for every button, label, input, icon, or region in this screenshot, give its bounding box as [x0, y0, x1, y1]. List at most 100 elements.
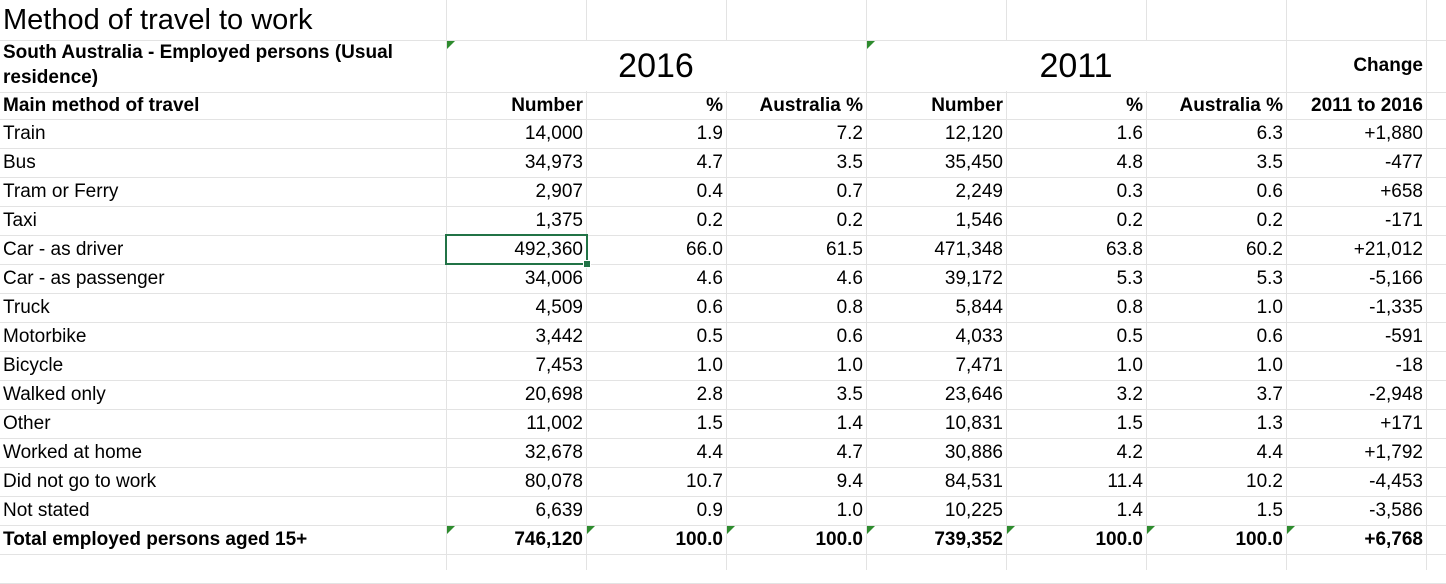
- error-indicator-icon[interactable]: [727, 526, 735, 534]
- table-cell-pct-2011[interactable]: 1.0: [1116, 355, 1143, 376]
- table-cell-aus-pct-2011[interactable]: 3.7: [1256, 384, 1283, 405]
- table-cell-pct-2011[interactable]: 63.8: [1106, 239, 1143, 260]
- table-cell-change[interactable]: -2,948: [1369, 384, 1423, 405]
- table-cell-change[interactable]: -3,586: [1369, 500, 1423, 521]
- table-cell-number-2016[interactable]: 1,375: [535, 210, 583, 231]
- table-cell-aus-pct-2016[interactable]: 61.5: [826, 239, 863, 260]
- table-cell-pct-2011[interactable]: 3.2: [1116, 384, 1143, 405]
- table-cell-pct-2016[interactable]: 1.0: [696, 355, 723, 376]
- table-cell-number-2011[interactable]: 5,844: [955, 297, 1003, 318]
- table-cell-pct-2011[interactable]: 5.3: [1116, 268, 1143, 289]
- table-cell-number-2016[interactable]: 34,006: [524, 268, 583, 289]
- column-header-aus-pct-2016[interactable]: Australia %: [759, 95, 863, 116]
- table-cell-aus-pct-2011[interactable]: 3.5: [1256, 152, 1283, 173]
- table-cell-aus-pct-2016[interactable]: 9.4: [836, 471, 863, 492]
- table-cell-change[interactable]: +21,012: [1353, 239, 1423, 260]
- table-cell-pct-2011[interactable]: 4.2: [1116, 442, 1143, 463]
- table-cell-number-2016[interactable]: 4,509: [535, 297, 583, 318]
- row-label[interactable]: Tram or Ferry: [3, 181, 119, 202]
- table-cell-number-2016[interactable]: 80,078: [524, 471, 583, 492]
- table-cell-change[interactable]: +171: [1380, 413, 1423, 434]
- table-cell-pct-2016[interactable]: 4.6: [696, 268, 723, 289]
- error-indicator-icon[interactable]: [867, 41, 875, 49]
- table-cell-number-2011[interactable]: 84,531: [944, 471, 1003, 492]
- total-cell-aus-pct-2011[interactable]: 100.0: [1235, 529, 1283, 550]
- table-cell-number-2011[interactable]: 10,831: [944, 413, 1003, 434]
- error-indicator-icon[interactable]: [867, 526, 875, 534]
- table-cell-change[interactable]: -1,335: [1369, 297, 1423, 318]
- table-cell-number-2011[interactable]: 12,120: [944, 123, 1003, 144]
- table-cell-number-2016[interactable]: 7,453: [535, 355, 583, 376]
- total-cell-pct-2011[interactable]: 100.0: [1095, 529, 1143, 550]
- year-header-2011[interactable]: 2011: [1039, 47, 1113, 85]
- table-cell-aus-pct-2011[interactable]: 5.3: [1256, 268, 1283, 289]
- column-header-pct-2011[interactable]: %: [1126, 95, 1143, 116]
- error-indicator-icon[interactable]: [1287, 526, 1295, 534]
- row-label[interactable]: Walked only: [3, 384, 106, 405]
- table-cell-number-2011[interactable]: 39,172: [944, 268, 1003, 289]
- table-cell-aus-pct-2011[interactable]: 10.2: [1246, 471, 1283, 492]
- row-label[interactable]: Bicycle: [3, 355, 64, 376]
- table-cell-number-2011[interactable]: 35,450: [944, 152, 1003, 173]
- row-label[interactable]: Did not go to work: [3, 471, 157, 492]
- fill-handle[interactable]: [583, 260, 591, 268]
- table-cell-pct-2011[interactable]: 1.6: [1116, 123, 1143, 144]
- total-cell-number-2016[interactable]: 746,120: [514, 529, 583, 550]
- column-header-pct-2016[interactable]: %: [706, 95, 723, 116]
- row-label[interactable]: Worked at home: [3, 442, 143, 463]
- table-cell-aus-pct-2016[interactable]: 1.0: [836, 500, 863, 521]
- table-cell-aus-pct-2011[interactable]: 0.6: [1256, 181, 1283, 202]
- table-cell-aus-pct-2016[interactable]: 1.4: [836, 413, 863, 434]
- table-cell-pct-2011[interactable]: 0.8: [1116, 297, 1143, 318]
- table-cell-aus-pct-2011[interactable]: 1.5: [1256, 500, 1283, 521]
- row-label[interactable]: Train: [3, 123, 46, 144]
- table-cell-aus-pct-2011[interactable]: 1.0: [1256, 355, 1283, 376]
- table-cell-aus-pct-2016[interactable]: 0.8: [836, 297, 863, 318]
- table-cell-aus-pct-2011[interactable]: 0.2: [1256, 210, 1283, 231]
- table-cell-aus-pct-2011[interactable]: 1.0: [1256, 297, 1283, 318]
- table-cell-pct-2011[interactable]: 0.5: [1116, 326, 1143, 347]
- table-cell-aus-pct-2011[interactable]: 1.3: [1256, 413, 1283, 434]
- table-cell-number-2011[interactable]: 2,249: [955, 181, 1003, 202]
- table-cell-change[interactable]: +1,792: [1364, 442, 1423, 463]
- column-header-change[interactable]: 2011 to 2016: [1311, 95, 1423, 116]
- table-cell-number-2016[interactable]: 6,639: [535, 500, 583, 521]
- table-cell-change[interactable]: -591: [1384, 326, 1423, 347]
- table-cell-number-2011[interactable]: 10,225: [944, 500, 1003, 521]
- table-cell-pct-2016[interactable]: 10.7: [686, 471, 723, 492]
- table-cell-number-2016[interactable]: 34,973: [524, 152, 583, 173]
- table-cell-pct-2016[interactable]: 0.9: [696, 500, 723, 521]
- error-indicator-icon[interactable]: [447, 526, 455, 534]
- table-cell-number-2016[interactable]: 492,360: [514, 239, 583, 260]
- row-label[interactable]: Bus: [3, 152, 36, 173]
- row-label[interactable]: Other: [3, 413, 51, 434]
- row-label[interactable]: Car - as passenger: [3, 268, 165, 289]
- column-header-aus-pct-2011[interactable]: Australia %: [1179, 95, 1283, 116]
- error-indicator-icon[interactable]: [1147, 526, 1155, 534]
- table-cell-change[interactable]: -4,453: [1369, 471, 1423, 492]
- sheet-subtitle[interactable]: South Australia - Employed persons (Usua…: [3, 42, 393, 88]
- table-cell-number-2016[interactable]: 3,442: [535, 326, 583, 347]
- total-cell-number-2011[interactable]: 739,352: [934, 529, 1003, 550]
- row-label[interactable]: Truck: [3, 297, 50, 318]
- table-cell-pct-2011[interactable]: 0.2: [1116, 210, 1143, 231]
- table-cell-number-2011[interactable]: 7,471: [955, 355, 1003, 376]
- table-cell-pct-2016[interactable]: 1.9: [696, 123, 723, 144]
- table-cell-aus-pct-2016[interactable]: 7.2: [836, 123, 863, 144]
- sheet-title[interactable]: Method of travel to work: [3, 4, 313, 36]
- total-row-label[interactable]: Total employed persons aged 15+: [3, 529, 308, 550]
- table-cell-aus-pct-2016[interactable]: 4.7: [836, 442, 863, 463]
- column-header-number-2016[interactable]: Number: [511, 95, 583, 116]
- table-cell-change[interactable]: -18: [1395, 355, 1423, 376]
- table-cell-aus-pct-2011[interactable]: 4.4: [1256, 442, 1283, 463]
- column-header-label[interactable]: Main method of travel: [3, 95, 200, 116]
- table-cell-number-2011[interactable]: 4,033: [955, 326, 1003, 347]
- table-cell-pct-2011[interactable]: 1.4: [1116, 500, 1143, 521]
- table-cell-pct-2016[interactable]: 0.5: [696, 326, 723, 347]
- table-cell-pct-2016[interactable]: 4.4: [696, 442, 723, 463]
- table-cell-aus-pct-2016[interactable]: 1.0: [836, 355, 863, 376]
- table-cell-aus-pct-2016[interactable]: 4.6: [836, 268, 863, 289]
- table-cell-pct-2016[interactable]: 2.8: [696, 384, 723, 405]
- row-label[interactable]: Not stated: [3, 500, 90, 521]
